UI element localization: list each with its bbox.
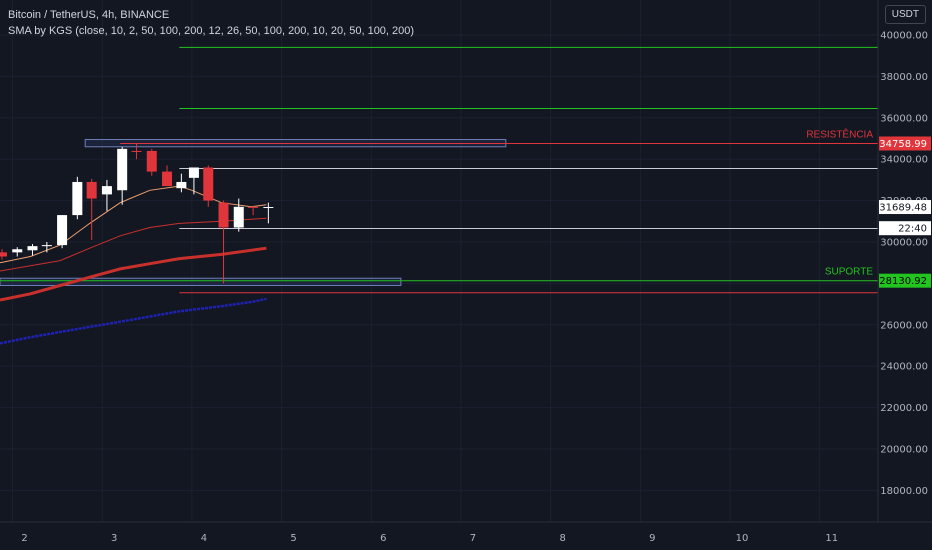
candle-body (203, 167, 214, 201)
indicator-legend[interactable]: SMA by KGS (close, 10, 2, 50, 100, 200, … (8, 25, 415, 37)
chart-grid (0, 0, 878, 522)
candle-body (248, 206, 259, 208)
candle-body (176, 181, 187, 189)
price-tick-label: 22000.00 (880, 403, 928, 414)
candle-body (86, 181, 97, 199)
candle-body (117, 148, 128, 191)
price-tick-label: 34000.00 (880, 155, 928, 166)
time-tick-label: 2 (21, 533, 27, 544)
sma-200-line (0, 297, 267, 345)
candle-body (263, 207, 274, 209)
candle-body (218, 202, 229, 228)
candle-body (72, 181, 83, 216)
time-tick-label: 9 (649, 533, 655, 544)
price-tags: 34758.99 31689.48 22:40 28130.92 (879, 136, 931, 288)
sma-fast-line (0, 185, 267, 264)
candle-body (27, 246, 38, 251)
time-tick-label: 3 (111, 533, 117, 544)
candle-body (57, 215, 68, 246)
price-tag-label: 34758.99 (879, 139, 927, 150)
candle-body (0, 252, 7, 257)
currency-button[interactable]: USDT (884, 5, 926, 24)
candle-body (146, 150, 157, 172)
candlesticks (0, 143, 274, 284)
price-tag-bg (879, 221, 931, 236)
time-tick-label: 10 (736, 533, 749, 544)
price-tag-bg (879, 273, 931, 288)
time-tick-label: 8 (559, 533, 565, 544)
price-tag-label: 31689.48 (879, 203, 927, 214)
time-axis-bg (0, 522, 932, 550)
horizontal-levels (0, 46, 878, 294)
time-tick-label: 4 (201, 533, 207, 544)
price-tick-label: 18000.00 (880, 486, 928, 497)
candle-body (101, 186, 112, 195)
price-tick-label: 40000.00 (880, 31, 928, 42)
price-zone (0, 277, 402, 286)
price-tag-bg (879, 136, 931, 151)
price-tag-label: 22:40 (898, 224, 927, 235)
time-tick-label: 11 (825, 533, 838, 544)
price-tick-label: 36000.00 (880, 113, 928, 124)
candle-body (233, 206, 244, 228)
candle-body (131, 150, 142, 152)
sma-slow-line (0, 246, 267, 302)
price-tick-label: 30000.00 (880, 238, 928, 249)
candle-body (162, 171, 173, 187)
time-axis[interactable]: 2 3 4 5 6 7 8 9 10 11 (0, 521, 932, 550)
price-tick-label: 24000.00 (880, 362, 928, 373)
candle-body (41, 245, 52, 247)
price-tick-label: 26000.00 (880, 320, 928, 331)
support-label: SUPORTE (825, 267, 873, 278)
price-tag-bg (879, 200, 931, 215)
resistance-label: RESISTÊNCIA (806, 127, 873, 140)
price-tick-label: 20000.00 (880, 445, 928, 456)
candle-body (12, 249, 23, 253)
symbol-legend[interactable]: Bitcoin / TetherUS, 4h, BINANCE (8, 9, 170, 21)
candle-body (188, 167, 199, 178)
price-tick-label: 38000.00 (880, 72, 928, 83)
time-tick-label: 5 (290, 533, 296, 544)
time-tick-label: 6 (380, 533, 386, 544)
price-tag-label: 28130.92 (879, 276, 927, 287)
time-tick-label: 7 (470, 533, 476, 544)
